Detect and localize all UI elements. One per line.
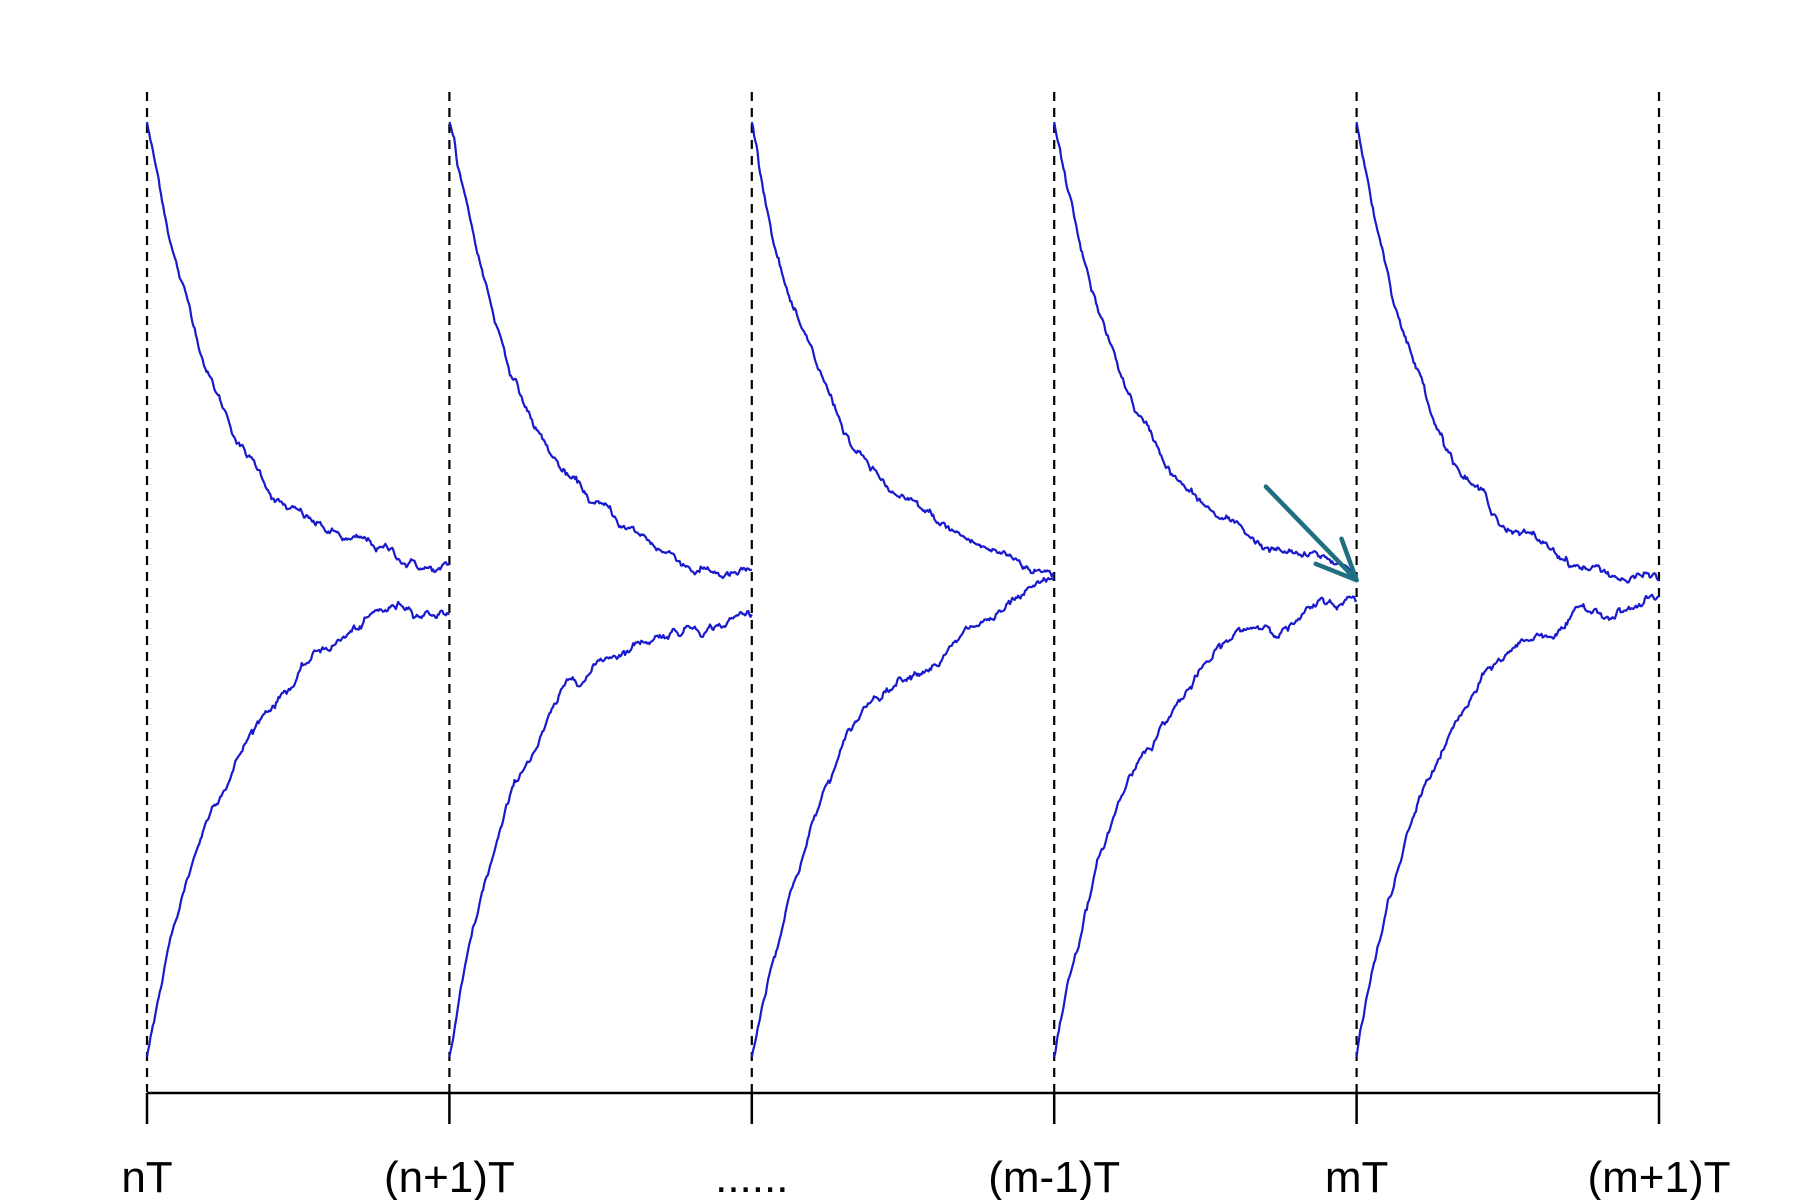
tick-label-nT: nT [121, 1153, 172, 1200]
tick-label-m-plus-1-T: (m+1)T [1588, 1153, 1731, 1200]
tick-label-m-minus-1-T: (m-1)T [988, 1153, 1120, 1200]
curve-period-1-upper [448, 121, 753, 580]
time-axis [145, 1091, 1661, 1124]
arrow-head [1313, 536, 1359, 583]
curve-period-1-lower [448, 609, 753, 1058]
curve-period-4-lower [1355, 593, 1660, 1058]
curve-period-0-lower [145, 600, 450, 1058]
tick-label-mT: mT [1325, 1153, 1389, 1200]
curve-period-2-lower [750, 577, 1055, 1058]
arrow-annotation [1263, 484, 1359, 583]
arrow-shaft [1263, 484, 1359, 583]
period-boundary-lines [145, 92, 1661, 1092]
curve-period-3-lower [1053, 595, 1358, 1058]
curve-period-3-upper [1053, 121, 1358, 578]
curve-period-0-upper [145, 121, 450, 574]
tick-label-n-plus-1-T: (n+1)T [384, 1153, 515, 1200]
curve-period-2-upper [750, 121, 1055, 578]
tick-label-ellipsis: ...... [715, 1153, 788, 1200]
curves [145, 121, 1660, 1058]
tick-labels: nT (n+1)T ...... (m-1)T mT (m+1)T [121, 1153, 1730, 1200]
curve-period-4-upper [1355, 121, 1660, 584]
